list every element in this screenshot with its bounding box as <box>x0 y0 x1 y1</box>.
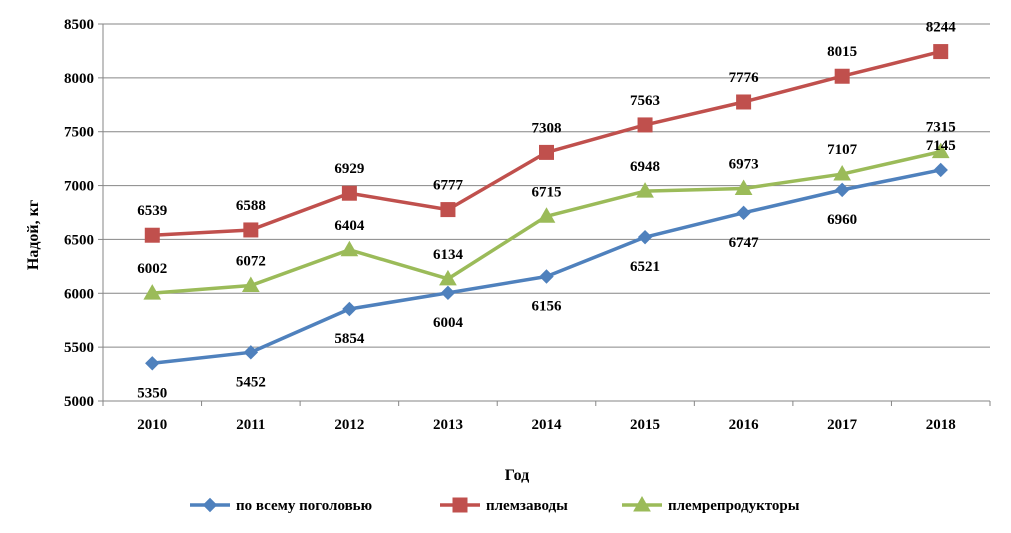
y-tick-label: 7000 <box>64 179 94 195</box>
legend-marker <box>202 497 218 513</box>
data-label: 6588 <box>236 198 266 214</box>
x-tick-label: 2018 <box>926 417 956 433</box>
x-tick-label: 2010 <box>137 417 167 433</box>
data-label: 6404 <box>334 218 365 234</box>
data-point-marker <box>340 240 359 257</box>
data-label: 5452 <box>236 374 266 390</box>
data-label: 6002 <box>137 261 167 277</box>
data-label: 6539 <box>137 203 167 219</box>
y-tick-label: 6000 <box>64 286 94 302</box>
data-label: 8015 <box>827 44 857 60</box>
data-point-marker <box>440 285 456 301</box>
x-tick-label: 2011 <box>236 417 265 433</box>
data-label: 7107 <box>827 142 858 158</box>
data-point-marker <box>734 179 753 195</box>
data-point-marker <box>933 162 948 178</box>
data-label: 5854 <box>334 331 365 347</box>
data-label: 6929 <box>334 161 364 177</box>
data-point-marker <box>341 185 357 201</box>
series-2 <box>144 44 949 243</box>
legend-item-2: племзаводы <box>440 497 568 514</box>
data-point-marker <box>637 117 653 133</box>
data-label: 6521 <box>630 259 660 275</box>
y-tick-label: 8000 <box>64 71 94 87</box>
data-point-marker <box>636 182 654 198</box>
data-label: 6747 <box>729 235 760 251</box>
series-3 <box>143 142 950 300</box>
data-point-marker <box>243 345 259 360</box>
data-label: 6004 <box>433 315 464 331</box>
x-tick-label: 2014 <box>532 417 563 433</box>
data-label: 8244 <box>926 20 957 36</box>
data-point-marker <box>145 356 160 371</box>
data-point-marker <box>833 165 852 181</box>
x-axis-ticks: 2010 2011 2012 2013 2014 2015 2016 2017 2018 <box>102 401 991 433</box>
data-point-marker <box>440 202 456 218</box>
data-point-marker <box>539 269 554 284</box>
data-label: 6960 <box>827 212 857 228</box>
data-label: 6134 <box>433 247 464 263</box>
data-label: 6072 <box>236 254 266 270</box>
y-tick-label: 5000 <box>64 394 94 410</box>
x-tick-label: 2015 <box>630 417 660 433</box>
x-axis-title: Год <box>505 467 529 484</box>
y-axis-ticks: 5000 5500 6000 6500 7000 7500 8000 8500 <box>64 17 103 410</box>
data-label: 7563 <box>630 93 660 109</box>
x-tick-label: 2017 <box>827 417 858 433</box>
data-point-marker <box>342 301 357 317</box>
y-axis-title: Надой, кг <box>25 200 42 270</box>
data-label: 7145 <box>926 138 956 154</box>
data-label: 6973 <box>729 156 759 172</box>
data-label: 6715 <box>532 184 562 200</box>
y-tick-label: 8500 <box>64 17 94 33</box>
legend-label: по всему поголовью <box>236 498 372 514</box>
data-point-marker <box>736 205 751 221</box>
data-point-marker <box>736 94 752 110</box>
legend-item-1: по всему поголовью <box>190 497 372 514</box>
x-tick-label: 2012 <box>334 417 364 433</box>
data-label: 6948 <box>630 159 660 175</box>
data-point-marker <box>931 142 950 159</box>
data-point-marker <box>537 207 556 223</box>
data-point-marker <box>637 229 653 245</box>
data-point-marker <box>144 227 160 243</box>
data-point-marker <box>243 222 259 238</box>
x-tick-label: 2013 <box>433 417 463 433</box>
data-point-marker <box>241 276 260 293</box>
x-tick-label: 2016 <box>729 417 760 433</box>
legend-label: племзаводы <box>486 498 568 514</box>
legend-marker <box>452 497 468 513</box>
data-label: 6777 <box>433 178 464 194</box>
legend-label: племрепродукторы <box>668 498 800 514</box>
legend-marker <box>633 495 651 512</box>
data-point-marker <box>539 144 554 160</box>
legend-item-3: племрепродукторы <box>622 495 800 514</box>
series-layer <box>143 44 950 371</box>
axes <box>102 24 990 402</box>
y-tick-label: 6500 <box>64 232 94 248</box>
data-label: 6156 <box>532 298 563 314</box>
y-tick-label: 5500 <box>64 340 94 356</box>
data-point-marker <box>933 44 949 60</box>
y-tick-label: 7500 <box>64 125 94 141</box>
series-1 <box>145 162 948 371</box>
data-point-marker <box>143 284 162 300</box>
data-label: 7315 <box>926 120 956 136</box>
data-labels: 5350 5452 5854 6004 6156 6521 6747 6960 7145 6539… <box>137 20 956 402</box>
data-point-marker <box>834 68 850 84</box>
data-label: 5350 <box>137 385 167 401</box>
data-point-marker <box>439 269 457 286</box>
data-label: 7308 <box>532 120 562 136</box>
legend: по всему поголовью племзаводы племрепродук… <box>190 495 800 514</box>
data-label: 7776 <box>729 70 760 86</box>
data-point-marker <box>834 182 850 198</box>
